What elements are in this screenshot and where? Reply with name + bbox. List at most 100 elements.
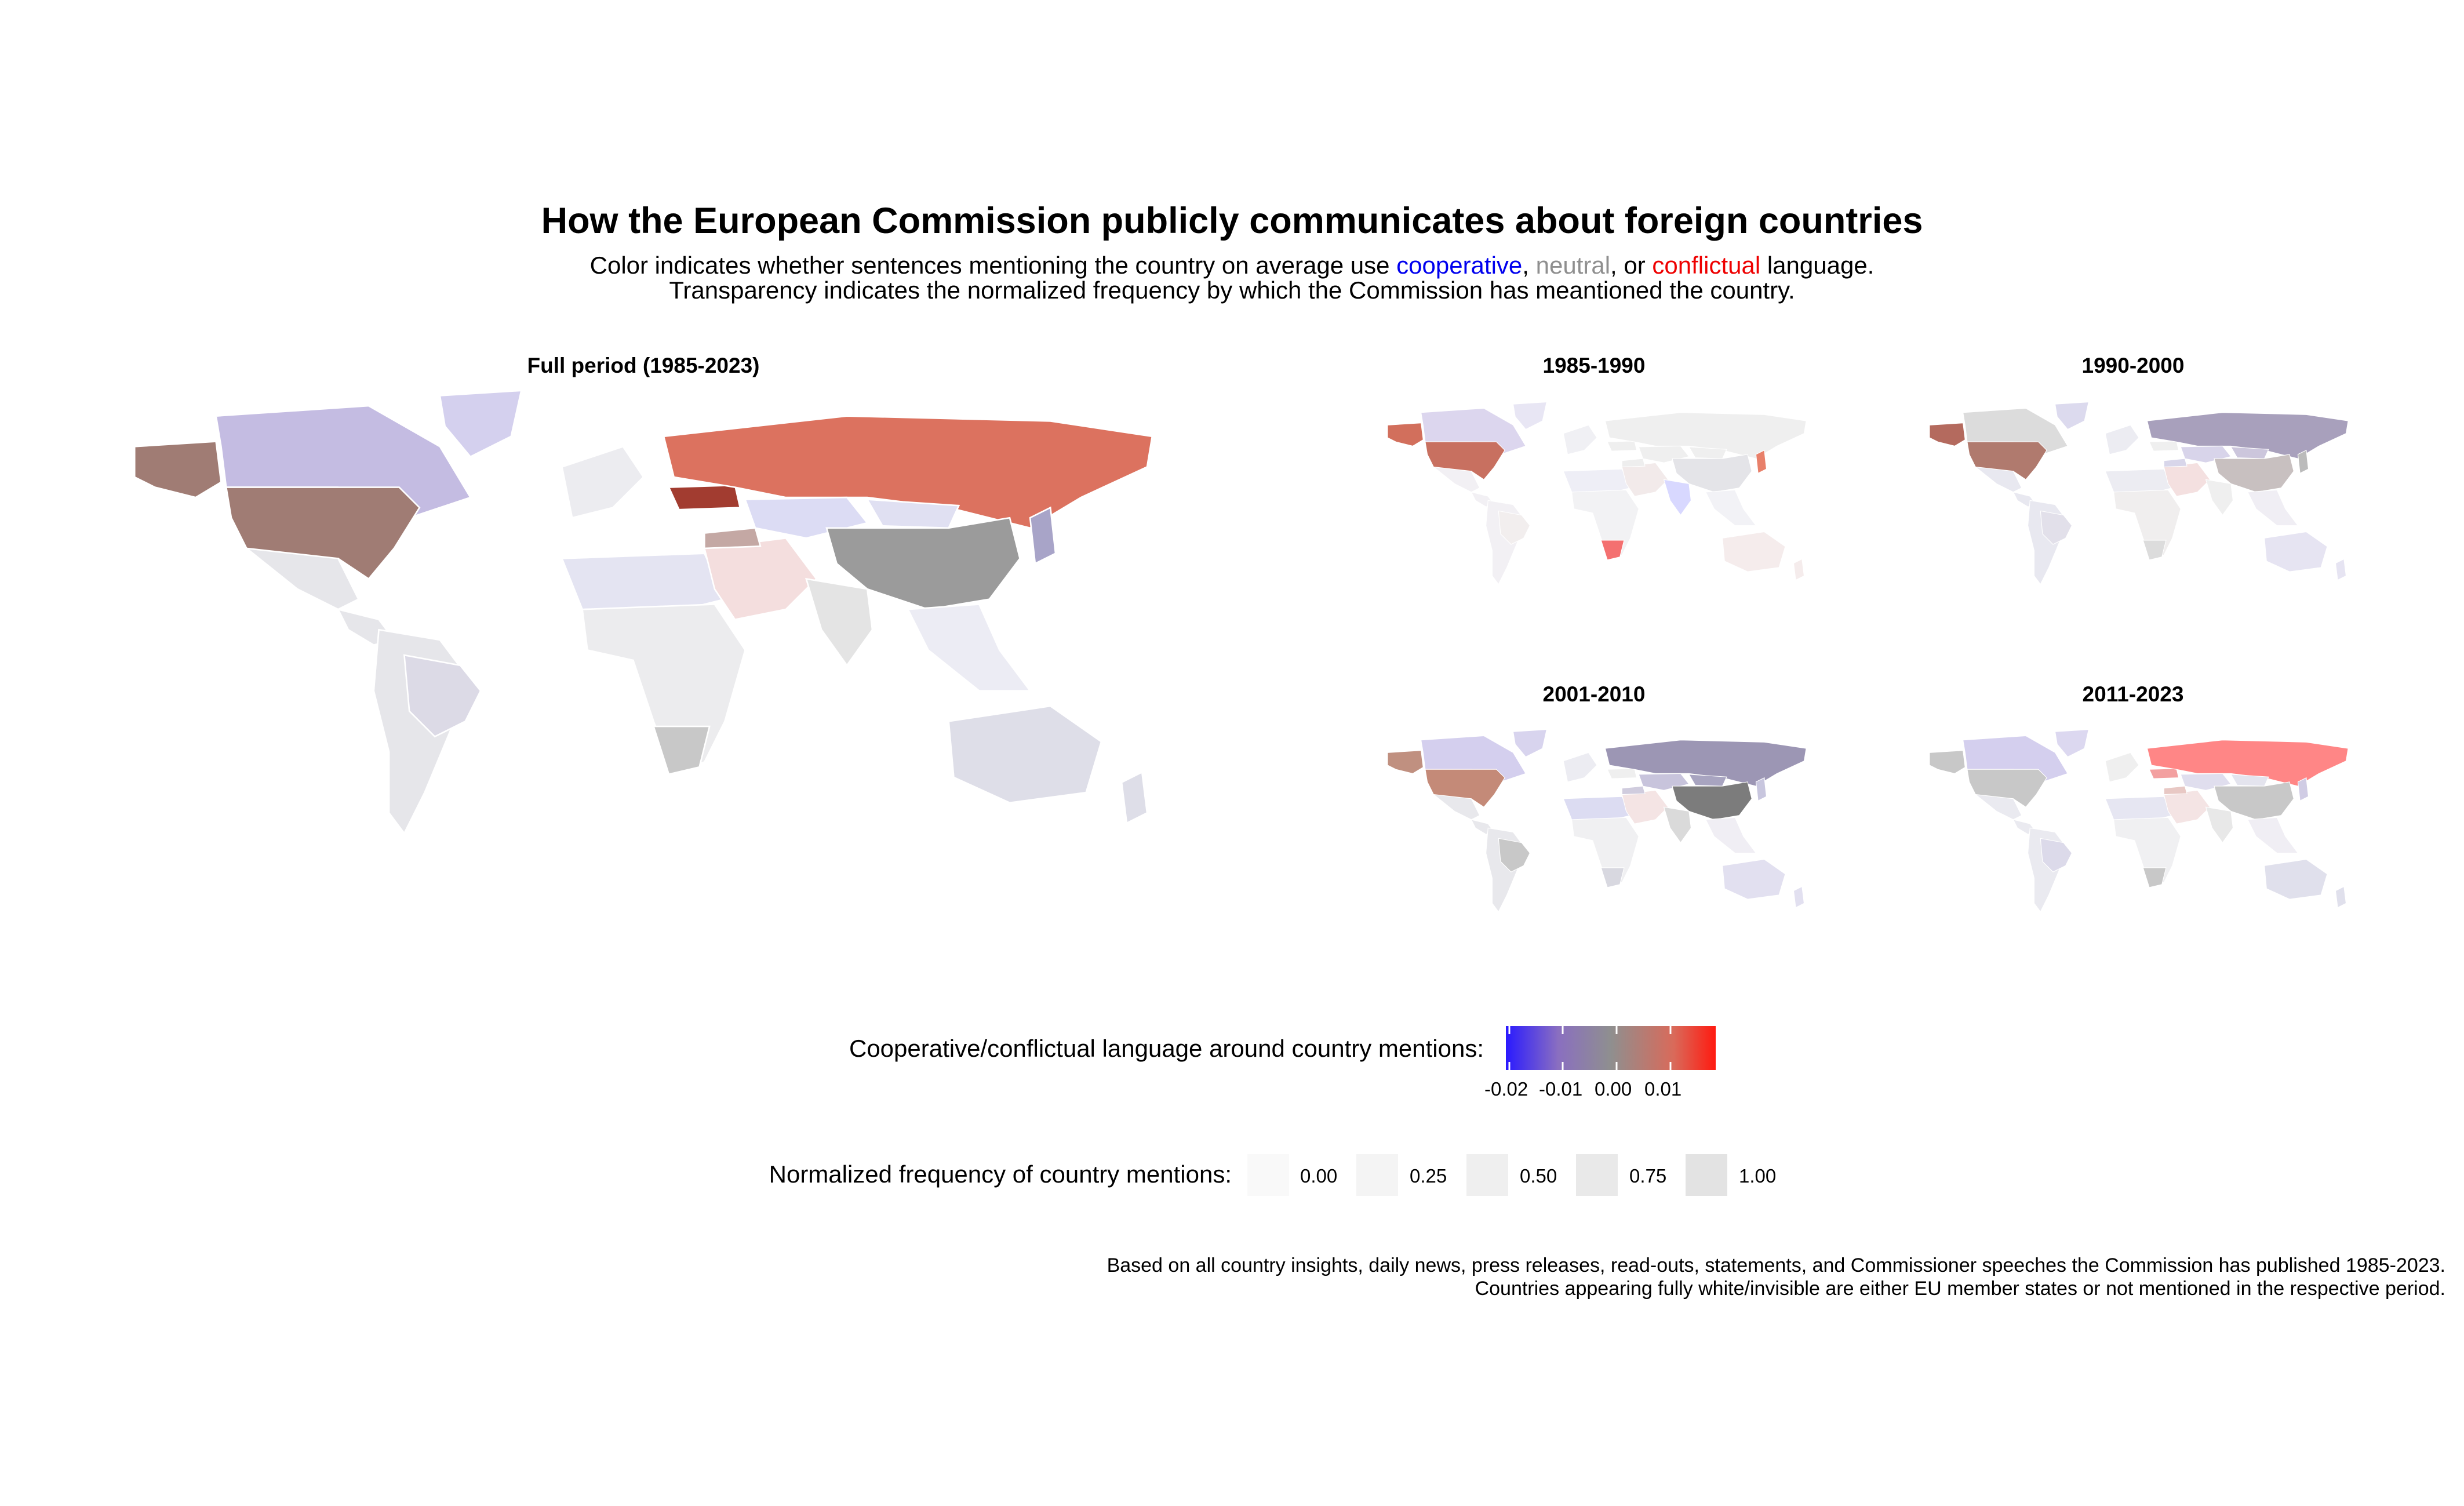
country-europe_nonEU [1563, 424, 1597, 455]
country-new_zealand [2335, 886, 2347, 908]
subtitle-neutral: neutral [1535, 252, 1611, 279]
country-china [825, 516, 1021, 610]
country-greenland [1512, 402, 1548, 430]
country-turkey [1621, 458, 1646, 468]
subtitle-prefix: Color indicates whether sentences mentio… [589, 252, 1397, 279]
alpha-swatch-1 [1356, 1154, 1398, 1196]
country-russia [2146, 412, 2349, 459]
country-brazil [2040, 510, 2073, 545]
country-south_africa [1600, 540, 1625, 561]
country-russia [1604, 412, 1807, 459]
country-south_africa [652, 725, 711, 776]
country-india [805, 577, 873, 667]
country-india [2205, 479, 2234, 516]
country-china [1672, 454, 1752, 493]
country-se_asia [2247, 489, 2299, 526]
footnote-line-2: Countries appearing fully white/invisibl… [1475, 1278, 2445, 1300]
country-mexico [1432, 466, 1480, 493]
alpha-swatch-4 [1686, 1154, 1727, 1196]
color-tick-2: -0.01 [1539, 1078, 1583, 1100]
country-greenland [2054, 729, 2090, 758]
alpha-swatch-0 [1247, 1154, 1289, 1196]
country-ukraine [1607, 768, 1637, 779]
country-south_africa [2142, 867, 2167, 888]
country-middle_east [2163, 462, 2211, 497]
alpha-tick-4: 1.00 [1739, 1165, 1777, 1187]
country-europe_nonEU [2105, 424, 2139, 455]
color-tick-1: -0.02 [1484, 1078, 1528, 1100]
country-brazil [2040, 838, 2073, 872]
country-mexico [1974, 794, 2022, 820]
footnote: Based on all country insights, daily new… [1107, 1254, 2445, 1300]
country-turkey [1621, 785, 1646, 795]
country-ukraine [2149, 768, 2179, 779]
country-brazil [1498, 838, 1531, 872]
panel-title-2001-2010: 2001-2010 [1542, 682, 1646, 706]
country-alaska [1387, 750, 1424, 774]
color-tick-3: 0.00 [1595, 1078, 1632, 1100]
country-se_asia [1705, 489, 1757, 526]
world-map-full-period [133, 390, 1153, 835]
world-map-1990-2000 [1929, 402, 2349, 585]
country-middle_east [1621, 462, 1669, 497]
country-alaska [133, 441, 222, 499]
country-new_zealand [2335, 558, 2347, 581]
country-india [1663, 806, 1692, 843]
country-china [1672, 781, 1752, 820]
country-turkey [704, 527, 762, 550]
country-japan [1029, 506, 1057, 565]
country-india [1663, 479, 1692, 516]
subtitle-line-1: Color indicates whether sentences mentio… [0, 253, 2464, 278]
panel-title-2011-2023: 2011-2023 [2082, 682, 2184, 706]
chart-title: How the European Commission publicly com… [541, 201, 1923, 241]
country-new_zealand [1120, 771, 1148, 824]
color-legend-gradient [1506, 1026, 1716, 1070]
country-australia [2264, 531, 2328, 572]
country-se_asia [1705, 817, 1757, 854]
footnote-line-1: Based on all country insights, daily new… [1107, 1254, 2445, 1276]
country-russia [663, 415, 1153, 529]
country-middle_east [2163, 790, 2211, 824]
world-map-2001-2010 [1387, 729, 1807, 912]
country-japan [2297, 449, 2309, 474]
color-tick-4: 0.01 [1644, 1078, 1682, 1100]
country-se_asia [2247, 817, 2299, 854]
country-australia [2264, 859, 2328, 900]
country-china [2214, 781, 2294, 820]
country-mexico [1974, 466, 2022, 493]
alpha-tick-3: 0.75 [1629, 1165, 1667, 1187]
country-alaska [1929, 750, 1966, 774]
country-turkey [2163, 458, 2188, 468]
subtitle-cooperative: cooperative [1396, 252, 1523, 279]
alpha-swatch-3 [1576, 1154, 1618, 1196]
alpha-swatch-2 [1466, 1154, 1508, 1196]
country-south_africa [1600, 867, 1625, 888]
country-ukraine [2149, 441, 2179, 452]
country-ukraine [667, 484, 741, 511]
subtitle-sep-2: , or [1610, 252, 1653, 279]
country-middle_east [703, 537, 818, 621]
country-australia [1722, 531, 1786, 572]
country-greenland [1512, 729, 1548, 758]
country-greenland [2054, 402, 2090, 430]
country-brazil [1498, 510, 1531, 545]
alpha-tick-0: 0.00 [1300, 1165, 1338, 1187]
country-greenland [439, 390, 522, 458]
country-mexico [243, 547, 360, 610]
country-middle_east [1621, 790, 1669, 824]
country-europe_nonEU [2105, 752, 2139, 783]
country-new_zealand [1793, 886, 1805, 908]
country-india [2205, 806, 2234, 843]
alpha-legend-title: Normalized frequency of country mentions… [769, 1161, 1232, 1188]
country-brazil [403, 654, 482, 738]
country-japan [2297, 777, 2309, 802]
country-china [2214, 454, 2294, 493]
subtitle-suffix: language. [1760, 252, 1875, 279]
country-russia [1604, 740, 1807, 787]
country-australia [948, 705, 1102, 804]
country-europe_nonEU [1563, 752, 1597, 783]
country-russia [2146, 740, 2349, 787]
world-map-1985-1990 [1387, 402, 1807, 585]
panel-title-1990-2000: 1990-2000 [2081, 354, 2185, 377]
country-japan [1755, 449, 1767, 474]
